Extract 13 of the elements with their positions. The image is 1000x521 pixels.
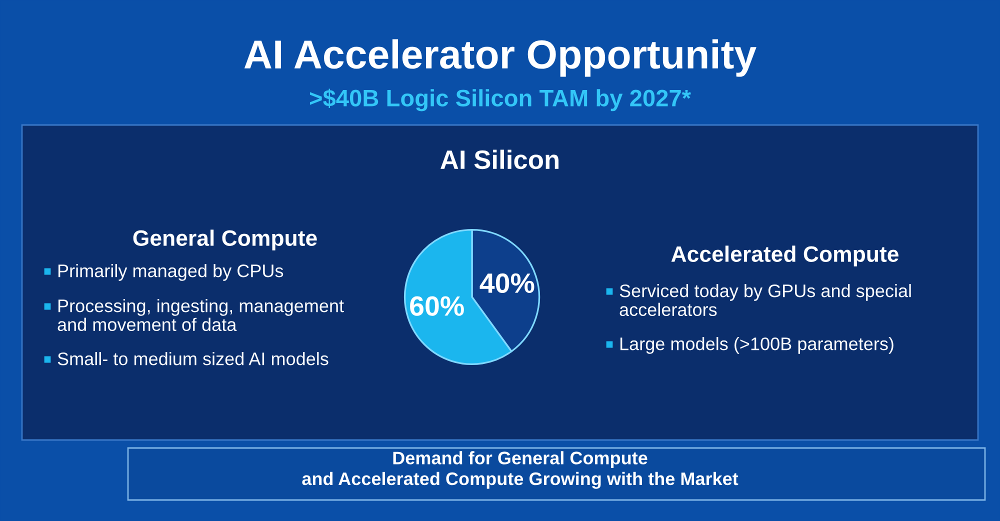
- data-label: 40%: [480, 273, 534, 294]
- text: Demand for General Compute and Accelerated Compute Growing with the Market: [302, 451, 738, 489]
- text: Serviced today by GPUs and special accelerators: [620, 284, 911, 316]
- text: General Compute: [133, 230, 317, 250]
- text: Accelerated Compute: [671, 246, 898, 266]
- chart-subtitle: >$40B Logic Silicon TAM by 2027*: [310, 88, 692, 112]
- text: AI Silicon: [440, 150, 558, 170]
- text: Large models (>100B parameters): [620, 337, 894, 354]
- data-label: 60%: [410, 296, 464, 316]
- text: Processing, ingesting, management and movement of data: [58, 299, 344, 332]
- text: Primarily managed by CPUs: [58, 264, 284, 281]
- chart-title: AI Accelerator Opportunity: [244, 39, 756, 77]
- text: Small- to medium sized AI models: [58, 352, 328, 366]
